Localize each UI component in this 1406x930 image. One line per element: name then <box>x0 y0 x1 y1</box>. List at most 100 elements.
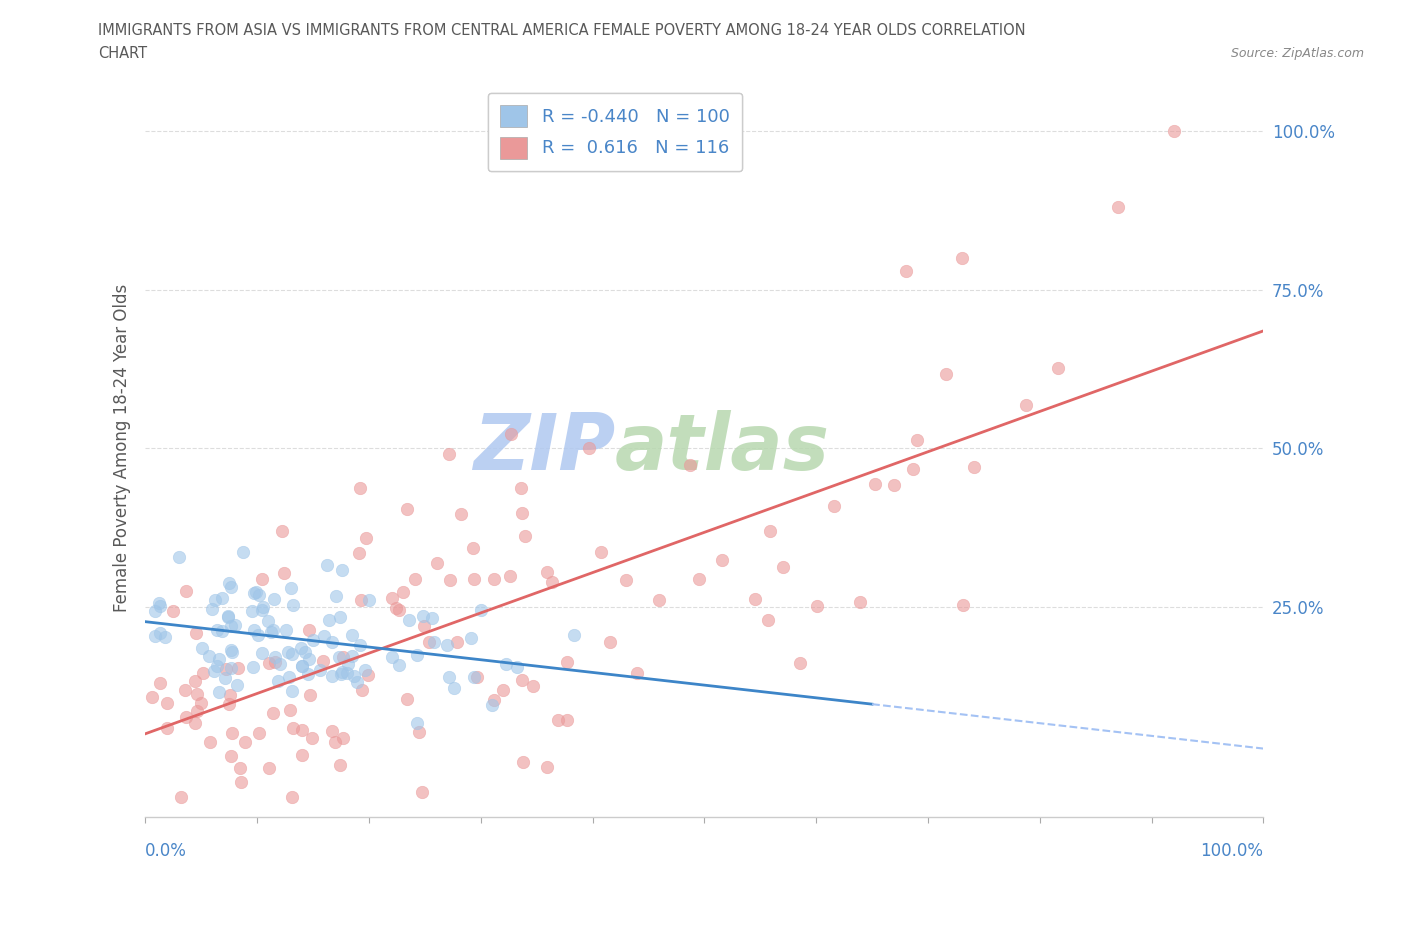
Point <box>263 592 285 607</box>
Point <box>512 754 534 769</box>
Point <box>218 576 240 591</box>
Point <box>626 666 648 681</box>
Point <box>436 638 458 653</box>
Point <box>423 634 446 649</box>
Point <box>207 651 229 666</box>
Point <box>174 583 197 598</box>
Point <box>439 446 461 461</box>
Point <box>357 668 380 683</box>
Point <box>499 426 522 441</box>
Point <box>443 681 465 696</box>
Point <box>350 592 373 607</box>
Point <box>297 652 319 667</box>
Point <box>450 507 472 522</box>
Point <box>330 666 353 681</box>
Point <box>332 649 354 664</box>
Point <box>789 656 811 671</box>
Point <box>482 693 505 708</box>
Point <box>156 696 179 711</box>
Point <box>221 726 243 741</box>
Point <box>186 626 208 641</box>
Point <box>935 366 957 381</box>
Point <box>463 571 485 586</box>
Point <box>214 671 236 685</box>
Point <box>614 572 637 587</box>
Point <box>191 665 214 680</box>
Point <box>404 572 426 587</box>
Point <box>536 565 558 579</box>
Point <box>679 458 702 472</box>
Point <box>190 640 212 655</box>
Point <box>233 735 256 750</box>
Point <box>396 692 419 707</box>
Point <box>392 585 415 600</box>
Point <box>346 674 368 689</box>
Point <box>481 698 503 712</box>
Point <box>301 730 323 745</box>
Point <box>294 644 316 659</box>
Point <box>1015 397 1038 412</box>
Point <box>1107 200 1129 215</box>
Point <box>149 626 172 641</box>
Point <box>281 720 304 735</box>
Point <box>411 784 433 799</box>
Point <box>250 603 273 618</box>
Point <box>211 591 233 605</box>
Point <box>492 683 515 698</box>
Point <box>756 612 779 627</box>
Point <box>243 586 266 601</box>
Point <box>278 703 301 718</box>
Point <box>437 670 460 684</box>
Point <box>256 614 278 629</box>
Point <box>280 646 302 661</box>
Point <box>312 653 335 668</box>
Point <box>219 749 242 764</box>
Point <box>290 641 312 656</box>
Point <box>510 672 533 687</box>
Point <box>252 600 274 615</box>
Point <box>337 657 360 671</box>
Point <box>217 609 239 624</box>
Point <box>280 580 302 595</box>
Point <box>218 697 240 711</box>
Point <box>356 531 378 546</box>
Point <box>460 631 482 645</box>
Point <box>257 761 280 776</box>
Point <box>314 629 336 644</box>
Point <box>426 556 449 571</box>
Point <box>205 659 228 674</box>
Point <box>219 643 242 658</box>
Point <box>148 596 170 611</box>
Point <box>328 758 350 773</box>
Point <box>301 632 323 647</box>
Point <box>495 656 517 671</box>
Point <box>173 683 195 698</box>
Point <box>463 670 485 684</box>
Point <box>350 683 373 698</box>
Point <box>204 592 226 607</box>
Point <box>865 477 887 492</box>
Point <box>905 433 928 448</box>
Point <box>309 663 332 678</box>
Point <box>357 592 380 607</box>
Point <box>291 723 314 737</box>
Point <box>264 655 287 670</box>
Point <box>269 657 291 671</box>
Point <box>744 591 766 606</box>
Point <box>184 674 207 689</box>
Point <box>278 670 301 684</box>
Point <box>349 480 371 495</box>
Point <box>297 667 319 682</box>
Point <box>229 760 252 775</box>
Point <box>186 703 208 718</box>
Point <box>384 601 406 616</box>
Point <box>262 706 284 721</box>
Point <box>276 622 298 637</box>
Point <box>155 629 177 644</box>
Point <box>1163 124 1185 139</box>
Point <box>219 660 242 675</box>
Point <box>170 790 193 804</box>
Point <box>710 553 733 568</box>
Point <box>141 689 163 704</box>
Point <box>323 735 346 750</box>
